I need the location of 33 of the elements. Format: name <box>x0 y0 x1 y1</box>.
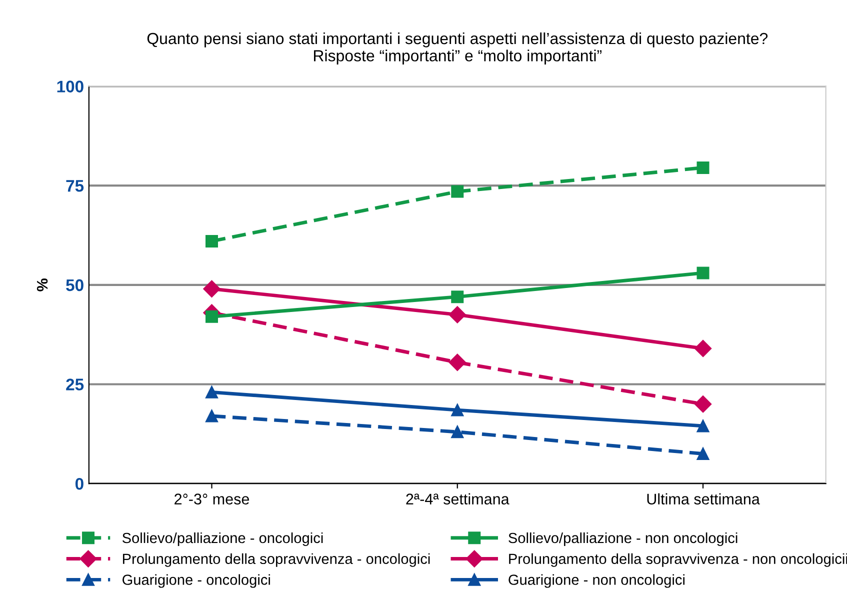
legend-label: Sollievo/palliazione - oncologici <box>122 532 323 546</box>
x-tick-label: 2°-3° mese <box>174 494 250 505</box>
y-tick-label: 0 <box>75 478 84 490</box>
point <box>448 354 466 371</box>
point <box>696 161 710 174</box>
legend-label: Guarigione - oncologici <box>122 574 270 588</box>
point <box>451 290 464 304</box>
point <box>694 396 712 413</box>
point <box>696 266 710 280</box>
point <box>451 404 464 416</box>
y-tick-label: 100 <box>57 80 84 92</box>
legend-label: Guarigione - non oncologici <box>508 574 684 588</box>
point <box>448 306 466 324</box>
point <box>451 185 464 198</box>
point <box>206 234 218 248</box>
point <box>696 448 710 460</box>
point <box>696 420 710 432</box>
point <box>206 310 218 323</box>
point <box>206 410 218 422</box>
point <box>206 386 218 398</box>
point <box>694 340 712 358</box>
chart-title: Quanto pensi siano stati importanti i seguenti aspetti nell’assistenza di questo paziente? Risposte “importanti” e “molto importanti” <box>147 32 768 65</box>
point <box>203 280 220 298</box>
point <box>451 426 464 438</box>
y-tick-label: 25 <box>66 378 84 390</box>
y-tick-label: 50 <box>66 279 84 292</box>
legend-label: Sollievo/palliazione - non oncologici <box>508 532 738 546</box>
legend-label: Prolungamento della sopravvivenza - non oncologicii <box>509 553 847 567</box>
legend-label: Prolungamento della sopravvivenza - oncologici <box>122 553 430 567</box>
y-tick-label: 75 <box>66 180 84 192</box>
x-tick-label: Ultima settimana <box>647 493 760 505</box>
y-axis-title: % <box>36 278 48 292</box>
x-tick-label: 2ª-4ª settimana <box>406 493 510 505</box>
